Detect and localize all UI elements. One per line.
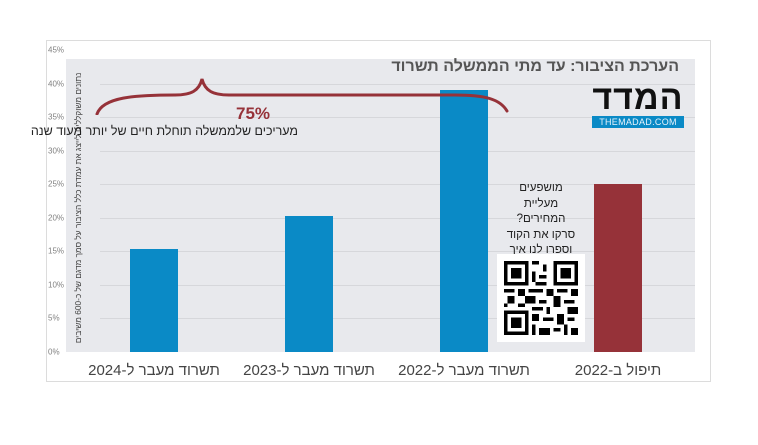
y-tick-label: 10% [48,280,65,290]
x-axis-label: תשרוד מעבר ל-2024 [88,362,220,379]
themadad-logo: המדד THEMADAD.COM [592,79,684,128]
x-axis-label: תשרוד מעבר ל-2023 [243,362,375,379]
x-axis-label: תשרוד מעבר ל-2022 [398,362,530,379]
gridline [100,184,695,186]
y-tick-label: 5% [48,313,60,323]
qr-code-icon [497,254,585,342]
annotation-percent: 75% [236,104,271,123]
bar-2 [440,89,488,352]
logo-url: THEMADAD.COM [592,116,684,128]
gridline [100,318,695,320]
bar-3 [594,184,642,352]
y-tick-label: 40% [48,79,65,89]
chart-title: הערכת הציבור: עד מתי הממשלה תשרוד [391,58,679,75]
y-tick-label: 20% [48,213,65,223]
gridline [100,117,695,119]
annotation-text: מעריכים שלממשלה תוחלת חיים של יותר מעוד … [30,124,298,138]
logo-main-text: המדד [592,79,684,117]
bar-1 [285,215,333,352]
y-tick-label: 15% [48,246,65,256]
gridline [100,217,695,219]
y-tick-label: 25% [48,179,65,189]
y-tick-label: 0% [48,347,60,357]
x-axis-label: תיפול ב-2022 [574,362,662,379]
gridline [100,83,695,85]
vertical-methodology-note: נתונים משוקללים לייצג את עמדת כלל הציבור… [71,70,85,345]
methodology-text: נתונים משוקללים לייצג את עמדת כלל הציבור… [73,72,83,343]
qr-callout-text: מושפעים מעליית המחירים? סרקו את הקוד וספ… [506,182,576,256]
y-tick-label: 35% [48,112,65,122]
gridline [100,150,695,152]
curly-brace-icon [95,78,509,115]
gridline [100,284,695,286]
bar-0 [130,249,178,352]
y-tick-label: 30% [48,146,65,156]
gridline [100,251,695,253]
qr-code[interactable] [497,254,585,342]
y-tick-label: 45% [48,45,65,55]
